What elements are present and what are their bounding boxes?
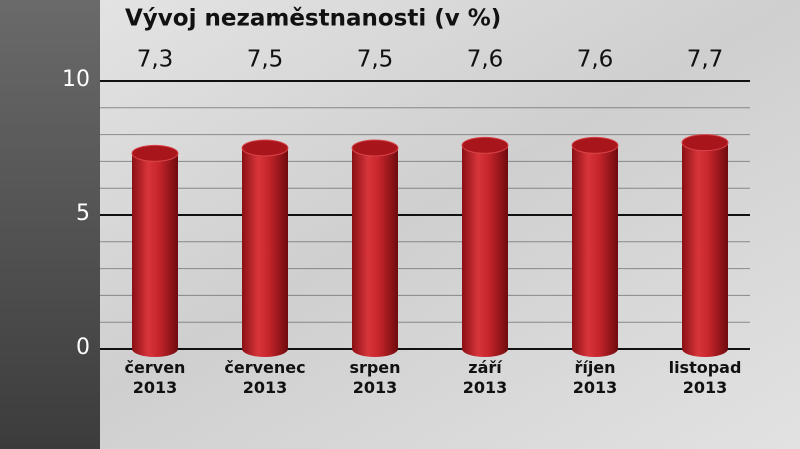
bar: [132, 153, 178, 357]
value-label: 7,6: [577, 47, 614, 73]
bar: [572, 145, 618, 357]
bar: [352, 148, 398, 357]
bar-top: [461, 136, 509, 154]
bar-top: [241, 139, 289, 157]
x-tick-label: listopad 2013: [669, 358, 742, 397]
x-tick-label-line: listopad: [669, 358, 742, 377]
x-tick-label: září 2013: [463, 358, 508, 397]
x-tick-label-line: 2013: [133, 378, 178, 397]
value-label: 7,7: [687, 47, 724, 73]
bar: [462, 145, 508, 357]
x-tick-label-line: červenec: [224, 358, 305, 377]
chart-title: Vývoj nezaměstnanosti (v %): [125, 6, 501, 32]
x-tick-label-line: 2013: [353, 378, 398, 397]
value-label: 7,6: [467, 47, 504, 73]
x-tick-label-line: červen: [125, 358, 186, 377]
x-tick-label-line: 2013: [573, 378, 618, 397]
y-tick-label: 0: [76, 335, 90, 360]
y-tick-label: 5: [76, 201, 90, 226]
bar-top: [131, 144, 179, 162]
x-tick-label-line: 2013: [243, 378, 288, 397]
bar: [682, 142, 728, 357]
bar-top: [681, 134, 729, 152]
value-label: 7,3: [137, 47, 174, 73]
x-tick-label-line: říjen: [574, 358, 615, 377]
x-tick-label: říjen 2013: [573, 358, 618, 397]
x-tick-label: červen 2013: [125, 358, 186, 397]
x-tick-label-line: 2013: [463, 378, 508, 397]
side-panel: [0, 0, 100, 449]
bar-top: [571, 136, 619, 154]
value-label: 7,5: [357, 47, 394, 73]
y-tick-label: 10: [62, 67, 90, 92]
bar: [242, 148, 288, 357]
x-tick-label: červenec 2013: [224, 358, 305, 397]
x-tick-label-line: srpen: [349, 358, 400, 377]
x-tick-label: srpen 2013: [349, 358, 400, 397]
bar-top: [351, 139, 399, 157]
x-tick-label-line: září: [468, 358, 503, 377]
value-label: 7,5: [247, 47, 284, 73]
x-tick-label-line: 2013: [683, 378, 728, 397]
